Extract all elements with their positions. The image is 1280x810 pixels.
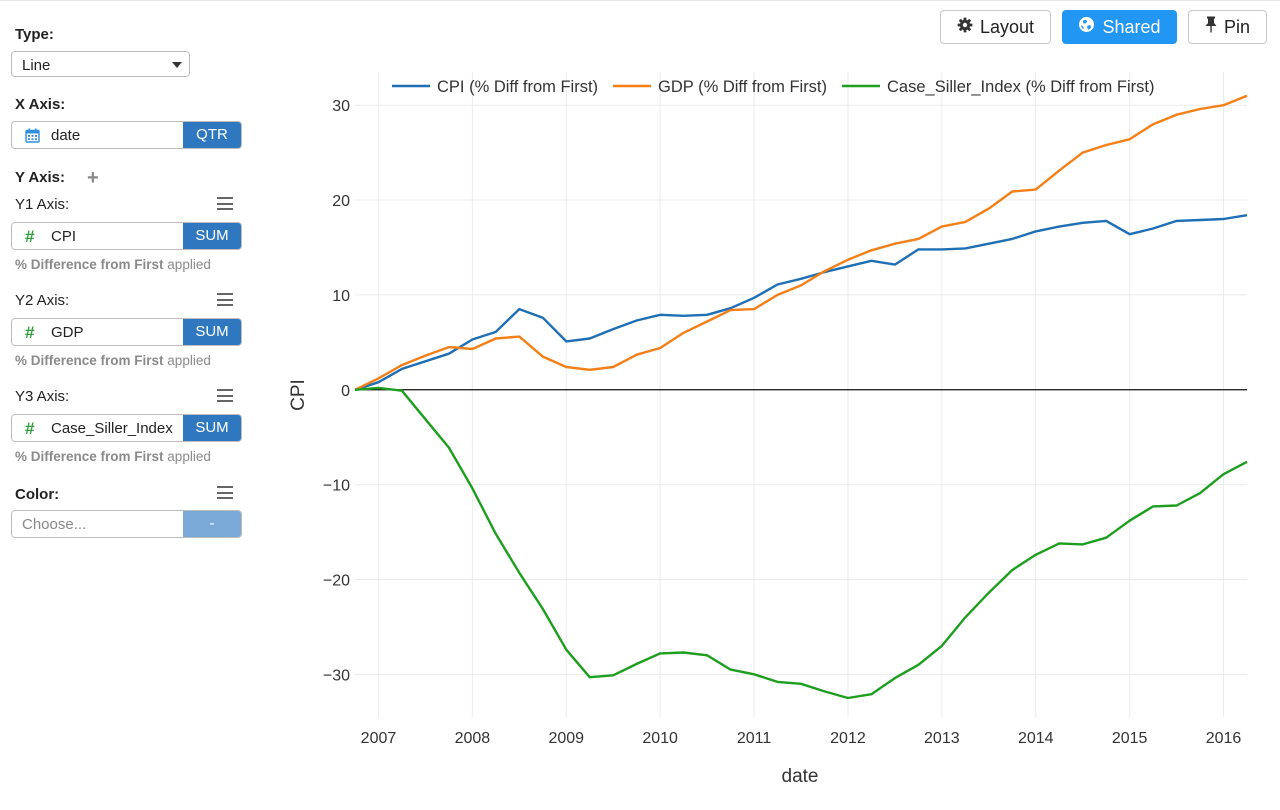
y3-menu-icon[interactable] — [217, 389, 233, 402]
layout-button[interactable]: Layout — [940, 10, 1051, 44]
y2-axis-field[interactable]: # GDP SUM — [11, 318, 242, 346]
y1-transform-note: % Difference from First applied — [15, 257, 211, 272]
y2-axis-label: Y2 Axis: — [15, 292, 70, 309]
type-label: Type: — [15, 26, 54, 43]
x-tick-label: 2016 — [1206, 730, 1242, 747]
numeric-hash-icon: # — [25, 227, 35, 246]
y-tick-label: −30 — [323, 667, 350, 684]
legend-label: GDP (% Diff from First) — [658, 78, 827, 96]
color-placeholder: Choose... — [22, 516, 87, 533]
x-tick-label: 2013 — [924, 730, 960, 747]
color-label: Color: — [15, 486, 60, 503]
x-tick-label: 2007 — [361, 730, 397, 747]
layout-button-label: Layout — [979, 16, 1035, 37]
series-line — [354, 214, 1248, 391]
x-agg-button[interactable]: QTR — [183, 122, 241, 148]
y-tick-label: −10 — [323, 478, 350, 495]
color-menu-icon[interactable] — [217, 486, 233, 499]
x-axis-field-name: date — [51, 127, 81, 144]
numeric-hash-icon: # — [25, 419, 35, 438]
x-axis-label: X Axis: — [15, 96, 66, 113]
legend: CPI (% Diff from First) GDP (% Diff from … — [392, 78, 1154, 96]
gear-icon — [957, 17, 973, 38]
y1-agg-button[interactable]: SUM — [183, 223, 241, 249]
y1-axis-label: Y1 Axis: — [15, 196, 70, 213]
chart-type-value: Line — [22, 57, 51, 74]
y3-agg-button[interactable]: SUM — [183, 415, 241, 441]
y2-menu-icon[interactable] — [217, 293, 233, 306]
color-button[interactable]: - — [183, 511, 241, 537]
legend-label: CPI (% Diff from First) — [437, 78, 598, 96]
x-tick-label: 2009 — [548, 730, 584, 747]
x-axis-field[interactable]: date QTR — [11, 121, 242, 149]
y1-axis-field[interactable]: # CPI SUM — [11, 222, 242, 250]
shared-button-label: Shared — [1102, 16, 1161, 37]
y3-transform-note: % Difference from First applied — [15, 449, 211, 464]
add-y-axis-plus-icon[interactable]: + — [87, 167, 99, 189]
series-lines — [354, 94, 1248, 700]
y-tick-label: −20 — [323, 572, 350, 589]
x-tick-label: 2010 — [642, 730, 678, 747]
globe-icon — [1078, 16, 1095, 38]
series-line — [354, 94, 1248, 391]
y1-menu-icon[interactable] — [217, 197, 233, 210]
y3-axis-label: Y3 Axis: — [15, 388, 70, 405]
y-tick-label: 0 — [341, 383, 350, 400]
x-tick-label: 2012 — [830, 730, 866, 747]
y1-field-name: CPI — [51, 228, 77, 245]
pin-button[interactable]: Pin — [1188, 10, 1267, 44]
x-tick-label: 2014 — [1018, 730, 1054, 747]
calendar-icon — [25, 128, 40, 148]
chart-type-select[interactable]: Line — [11, 51, 190, 77]
axes: 2007 2008 2009 2010 2011 2012 2013 2014 2015 2016… — [323, 98, 1247, 747]
y3-axis-field[interactable]: # Case_Siller_Index SUM — [11, 414, 242, 442]
x-tick-label: 2008 — [455, 730, 491, 747]
grid-lines — [355, 72, 1247, 717]
window-top-border — [0, 0, 1280, 1]
legend-label: Case_Siller_Index (% Diff from First) — [887, 78, 1154, 96]
y-tick-label: 10 — [332, 288, 350, 305]
y2-transform-note: % Difference from First applied — [15, 353, 211, 368]
pin-button-label: Pin — [1223, 16, 1250, 37]
color-field[interactable]: Choose... - — [11, 510, 242, 538]
y-axis-title: CPI — [288, 379, 309, 411]
x-tick-label: 2011 — [737, 730, 772, 747]
y-tick-label: 30 — [332, 98, 350, 115]
y-tick-label: 20 — [332, 193, 350, 210]
y-axis-label: Y Axis: — [15, 169, 66, 186]
x-tick-label: 2015 — [1112, 730, 1148, 747]
y2-field-name: GDP — [51, 324, 84, 341]
numeric-hash-icon: # — [25, 323, 35, 342]
y3-field-name: Case_Siller_Index — [51, 420, 173, 437]
y2-agg-button[interactable]: SUM — [183, 319, 241, 345]
pin-icon — [1205, 16, 1217, 38]
chart-config-sidebar: Type: Line X Axis: date QTR Y Axis: + Y1… — [0, 0, 260, 810]
shared-button[interactable]: Shared — [1062, 10, 1177, 44]
series-line — [354, 386, 1248, 700]
line-chart: 2007 2008 2009 2010 2011 2012 2013 2014 2015 2016… — [288, 72, 1248, 787]
caret-down-icon — [172, 62, 182, 68]
x-axis-title: date — [782, 766, 819, 787]
